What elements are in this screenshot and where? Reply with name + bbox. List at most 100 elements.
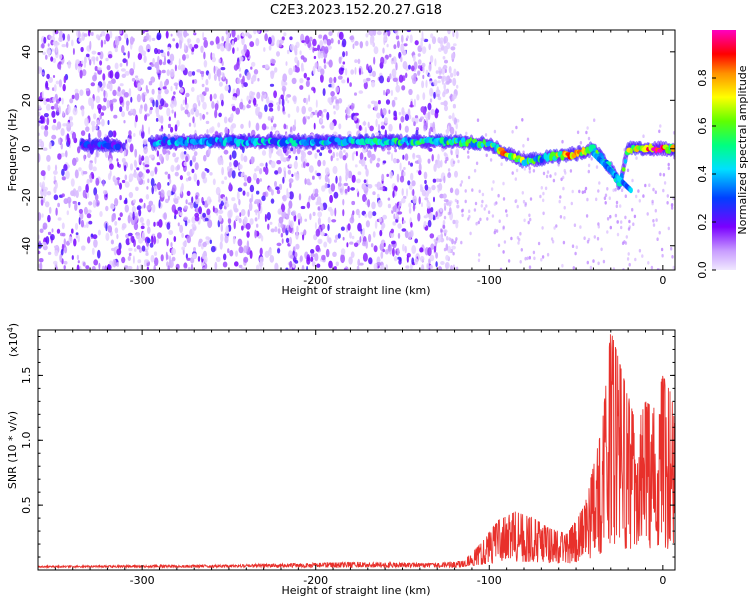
noise-speckle: [269, 83, 275, 87]
noise-speckle: [634, 257, 637, 262]
noise-speckle: [130, 96, 133, 103]
noise-speckle: [654, 190, 657, 194]
noise-speckle: [97, 67, 102, 71]
noise-speckle: [191, 253, 197, 259]
noise-speckle: [270, 189, 274, 196]
noise-speckle: [255, 38, 260, 47]
noise-speckle: [38, 240, 41, 245]
noise-speckle: [304, 178, 307, 185]
noise-speckle: [78, 217, 81, 225]
noise-speckle: [426, 262, 430, 270]
noise-speckle: [158, 191, 162, 196]
noise-speckle: [294, 119, 297, 127]
noise-speckle: [626, 257, 630, 261]
noise-speckle: [427, 102, 432, 111]
noise-speckle: [141, 130, 145, 139]
noise-speckle: [609, 214, 612, 219]
noise-speckle: [44, 125, 49, 131]
noise-speckle: [84, 56, 87, 64]
noise-speckle: [532, 250, 536, 255]
colorbar-tick-label: 0.8: [696, 69, 709, 87]
noise-speckle: [631, 178, 634, 183]
noise-speckle: [357, 58, 361, 64]
noise-speckle: [175, 263, 180, 270]
noise-speckle: [240, 123, 244, 129]
noise-speckle: [165, 152, 170, 161]
noise-speckle: [178, 79, 183, 88]
noise-speckle: [546, 170, 550, 174]
noise-speckle: [72, 157, 77, 166]
noise-speckle: [514, 177, 517, 181]
noise-speckle: [81, 69, 87, 77]
spectrogram-marks: [38, 30, 675, 270]
noise-speckle: [327, 223, 330, 232]
noise-speckle: [278, 216, 284, 224]
noise-speckle: [442, 64, 448, 70]
noise-speckle: [229, 249, 234, 257]
noise-speckle: [575, 245, 578, 249]
noise-speckle: [145, 169, 150, 174]
noise-speckle: [304, 35, 310, 44]
noise-speckle: [199, 93, 203, 98]
noise-speckle: [67, 104, 71, 114]
noise-speckle: [263, 47, 266, 52]
noise-speckle: [318, 34, 323, 39]
noise-speckle: [666, 201, 669, 205]
noise-speckle: [289, 254, 294, 259]
noise-speckle: [174, 192, 177, 200]
noise-speckle: [408, 231, 412, 240]
noise-speckle: [269, 255, 275, 263]
noise-speckle: [593, 118, 596, 122]
noise-speckle: [59, 253, 63, 263]
noise-speckle: [342, 51, 346, 58]
noise-speckle: [140, 225, 145, 230]
noise-speckle: [158, 74, 161, 80]
noise-speckle: [255, 209, 258, 216]
noise-speckle: [179, 224, 184, 234]
noise-speckle: [380, 251, 384, 259]
noise-speckle: [300, 231, 304, 236]
noise-speckle: [602, 259, 606, 264]
colorbar-tick-label: 0.4: [696, 165, 709, 183]
noise-speckle: [87, 152, 91, 159]
noise-speckle: [359, 41, 363, 49]
noise-speckle: [299, 255, 303, 262]
noise-speckle: [50, 105, 55, 110]
noise-speckle: [491, 214, 495, 218]
noise-speckle: [635, 194, 638, 199]
noise-speckle: [586, 197, 589, 202]
noise-speckle: [92, 199, 97, 208]
noise-speckle: [373, 245, 378, 253]
noise-speckle: [298, 193, 302, 201]
noise-speckle: [423, 221, 427, 227]
noise-speckle: [440, 261, 445, 265]
noise-speckle: [276, 189, 281, 195]
noise-speckle: [357, 222, 362, 232]
noise-speckle: [288, 191, 294, 200]
noise-speckle: [299, 50, 302, 55]
noise-speckle: [295, 173, 300, 181]
noise-speckle: [137, 259, 142, 264]
noise-speckle: [152, 204, 156, 213]
noise-speckle: [405, 265, 410, 269]
noise-speckle: [380, 125, 385, 130]
noise-speckle: [465, 131, 468, 136]
noise-speckle: [670, 206, 674, 210]
noise-speckle: [165, 198, 169, 204]
noise-speckle: [335, 86, 340, 93]
noise-speckle: [183, 267, 186, 270]
noise-speckle: [671, 203, 674, 207]
noise-speckle: [71, 39, 74, 47]
noise-speckle: [100, 86, 104, 92]
spectrogram-frame: [37, 29, 676, 271]
noise-speckle: [174, 215, 177, 220]
noise-speckle: [257, 30, 260, 35]
noise-speckle: [551, 239, 555, 244]
noise-speckle: [425, 213, 429, 218]
noise-speckle: [109, 170, 112, 177]
noise-speckle: [158, 59, 163, 66]
noise-speckle: [320, 68, 325, 76]
noise-speckle: [79, 69, 83, 79]
noise-speckle: [342, 209, 345, 217]
